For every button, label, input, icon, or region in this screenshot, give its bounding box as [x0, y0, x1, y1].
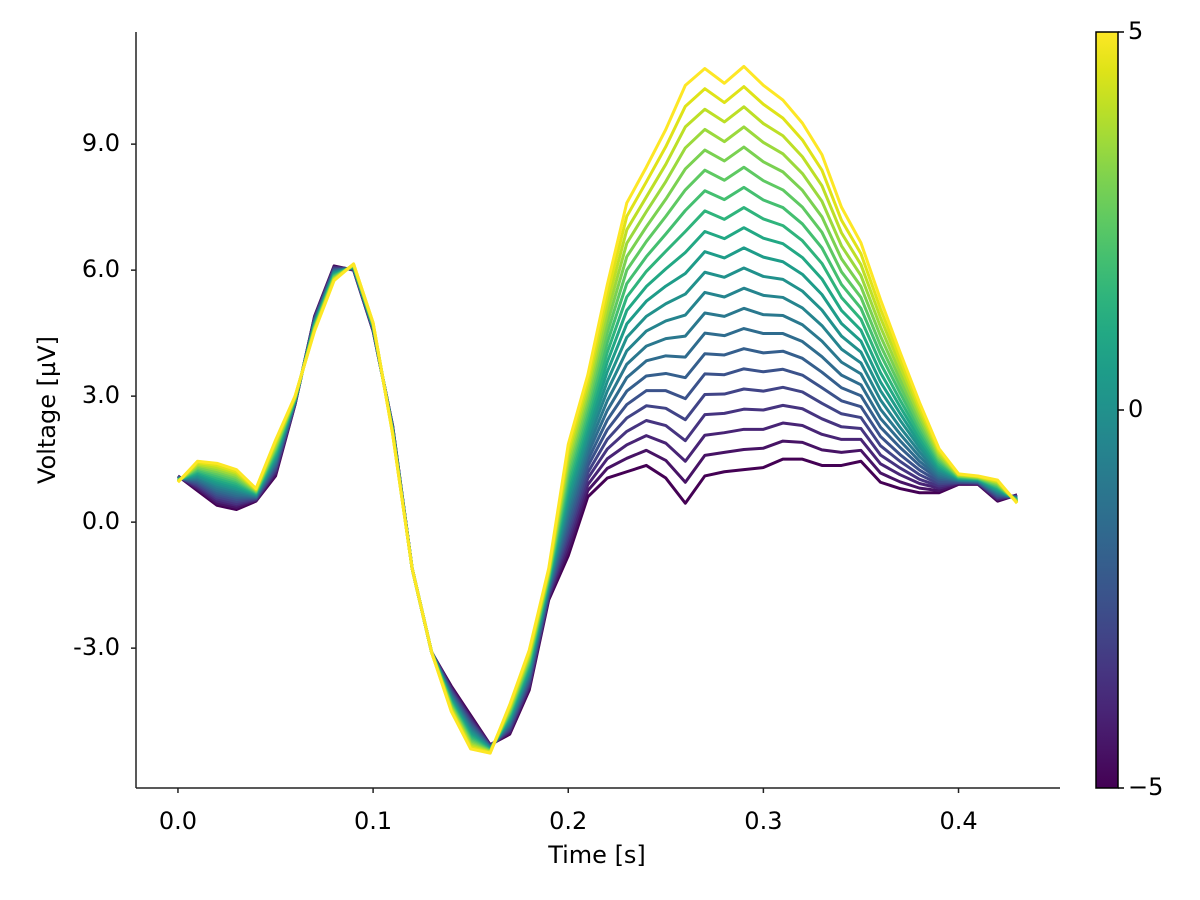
y-tick-label: 3.0 — [82, 381, 120, 409]
x-tick-label: 0.2 — [549, 807, 587, 835]
x-tick-label: 0.0 — [159, 807, 197, 835]
x-tick-label: 0.3 — [744, 807, 782, 835]
y-axis-label: Voltage [µV] — [33, 336, 61, 484]
x-tick-label: 0.4 — [939, 807, 977, 835]
y-tick-label: 6.0 — [82, 255, 120, 283]
colorbar-tick-label: 0 — [1128, 395, 1143, 423]
x-axis-label: Time [s] — [547, 841, 646, 869]
series-line — [176, 64, 1019, 755]
colorbar — [1095, 31, 1119, 789]
y-tick-label: -3.0 — [73, 633, 120, 661]
y-tick-label: 0.0 — [82, 507, 120, 535]
y-tick-label: 9.0 — [82, 129, 120, 157]
colorbar-tick-label: 5 — [1128, 17, 1143, 45]
series-line — [177, 165, 1019, 753]
x-tick-label: 0.1 — [354, 807, 392, 835]
colorbar-tick-label: −5 — [1128, 773, 1163, 801]
